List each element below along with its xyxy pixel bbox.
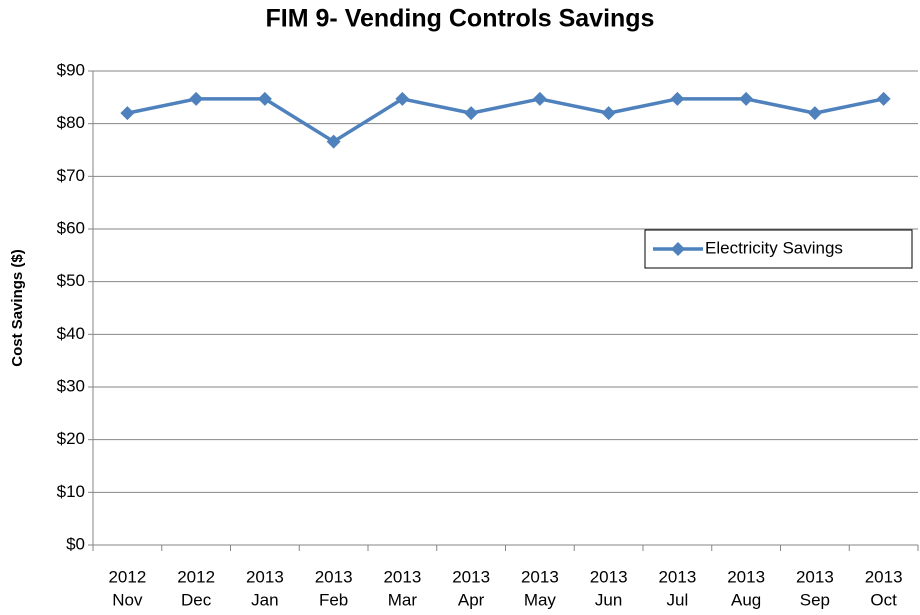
x-tick-label: Jan xyxy=(251,590,278,609)
data-point xyxy=(601,106,616,121)
x-tick-label: Jul xyxy=(667,590,689,609)
data-point xyxy=(257,91,272,106)
data-point xyxy=(670,91,685,106)
data-point xyxy=(532,91,547,106)
x-tick-label: 2013 xyxy=(590,567,628,586)
y-tick-label: $80 xyxy=(57,113,85,132)
data-point xyxy=(395,91,410,106)
x-tick-label: 2013 xyxy=(796,567,834,586)
legend-label: Electricity Savings xyxy=(705,238,843,257)
y-tick-label: $20 xyxy=(57,429,85,448)
x-tick-label: Feb xyxy=(319,590,348,609)
chart-title: FIM 9- Vending Controls Savings xyxy=(266,5,655,33)
y-tick-label: $50 xyxy=(57,271,85,290)
x-tick-label: Aug xyxy=(731,590,761,609)
y-tick-label: $90 xyxy=(57,60,85,79)
y-tick-label: $30 xyxy=(57,376,85,395)
x-tick-label: May xyxy=(524,590,557,609)
data-point xyxy=(876,91,891,106)
y-tick-label: $40 xyxy=(57,324,85,343)
x-tick-label: 2013 xyxy=(865,567,903,586)
y-tick-label: $60 xyxy=(57,218,85,237)
x-tick-label: 2013 xyxy=(521,567,559,586)
y-tick-label: $10 xyxy=(57,482,85,501)
data-point xyxy=(807,106,822,121)
y-tick-label: $0 xyxy=(66,534,85,553)
x-tick-label: Sep xyxy=(800,590,830,609)
x-tick-label: 2012 xyxy=(177,567,215,586)
x-tick-label: 2013 xyxy=(246,567,284,586)
series-line xyxy=(127,97,884,144)
y-axis-label: Cost Savings ($) xyxy=(9,249,26,367)
x-tick-label: 2013 xyxy=(658,567,696,586)
x-tick-label: Oct xyxy=(870,590,897,609)
x-tick-label: Apr xyxy=(458,590,485,609)
x-tick-label: 2013 xyxy=(452,567,490,586)
x-tick-label: Nov xyxy=(112,590,143,609)
x-tick-label: Mar xyxy=(388,590,418,609)
x-tick-label: 2013 xyxy=(383,567,421,586)
data-point xyxy=(189,91,204,106)
data-point xyxy=(326,134,341,149)
data-point xyxy=(120,106,135,121)
x-tick-label: 2013 xyxy=(727,567,765,586)
x-tick-label: Jun xyxy=(595,590,622,609)
y-tick-label: $70 xyxy=(57,166,85,185)
x-tick-label: 2012 xyxy=(108,567,146,586)
x-tick-label: 2013 xyxy=(315,567,353,586)
data-point xyxy=(464,106,479,121)
data-point xyxy=(739,91,754,106)
x-tick-label: Dec xyxy=(181,590,212,609)
legend-marker xyxy=(671,242,685,256)
